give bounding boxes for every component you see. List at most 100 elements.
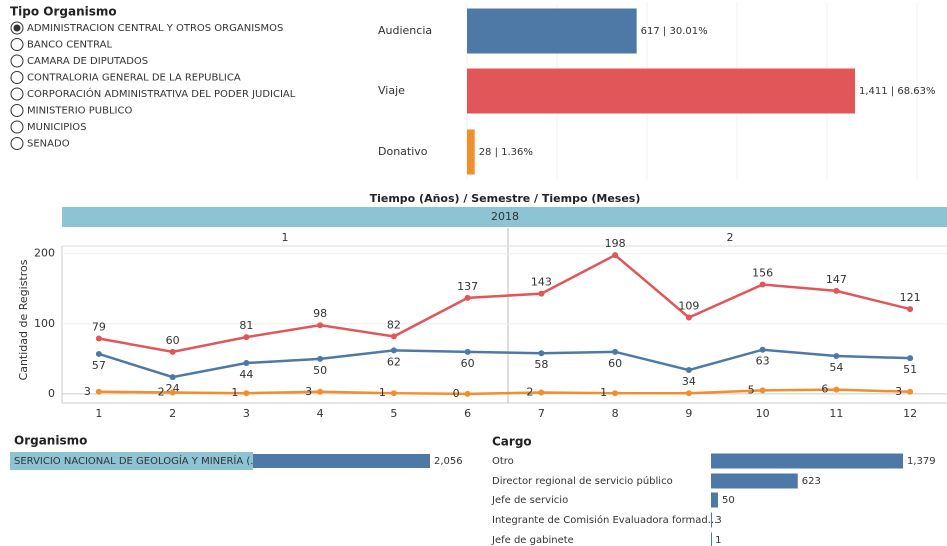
data-label: 3 xyxy=(305,385,312,398)
point xyxy=(95,335,102,342)
point xyxy=(464,294,471,301)
radio[interactable] xyxy=(10,120,24,134)
point xyxy=(95,350,102,357)
radio-label[interactable]: CORPORACIÓN ADMINISTRATIVA DEL PODER JUD… xyxy=(27,87,296,100)
x-tick-label: 12 xyxy=(903,407,917,420)
data-label: 0 xyxy=(453,387,460,400)
radio-label[interactable]: CONTRALORIA GENERAL DE LA REPUBLICA xyxy=(27,73,241,84)
data-label: 109 xyxy=(678,299,699,312)
radio[interactable] xyxy=(10,104,24,117)
category-label: Donativo xyxy=(378,145,428,158)
bar xyxy=(467,129,475,175)
x-tick-label: 5 xyxy=(390,407,397,420)
point xyxy=(243,360,250,367)
x-tick-label: 3 xyxy=(243,407,250,420)
point xyxy=(759,346,766,353)
radio-dot xyxy=(13,24,21,32)
x-tick-label: 10 xyxy=(756,407,770,420)
line-title: Tiempo (Años) / Semestre / Tiempo (Meses… xyxy=(370,192,641,205)
radio-label[interactable]: BANCO CENTRAL xyxy=(27,40,112,51)
radio-label[interactable]: MUNICIPIOS xyxy=(27,122,87,133)
radio[interactable] xyxy=(10,38,24,51)
point xyxy=(243,334,250,341)
category-label: Jefe de gabinete xyxy=(491,535,574,546)
data-label: 198 xyxy=(605,237,626,250)
x-tick-label: 9 xyxy=(685,407,692,420)
data-label: 137 xyxy=(457,280,478,293)
data-label: 50 xyxy=(313,364,327,377)
selected-row xyxy=(10,452,253,470)
point xyxy=(538,350,545,357)
point xyxy=(169,374,176,381)
data-label: 3 xyxy=(84,385,91,398)
point xyxy=(169,348,176,355)
x-tick-label: 4 xyxy=(317,407,324,420)
data-label: 2 xyxy=(158,385,165,398)
point xyxy=(317,322,324,329)
x-tick-label: 8 xyxy=(612,407,619,420)
chart-title: Cargo xyxy=(492,435,532,449)
point xyxy=(169,389,176,396)
data-label: 156 xyxy=(752,267,773,280)
y-tick-label: 0 xyxy=(48,387,55,400)
point xyxy=(243,390,250,397)
data-label: 51 xyxy=(903,363,917,376)
radio-label[interactable]: CAMARA DE DIPUTADOS xyxy=(27,56,148,67)
y-tick-label: 200 xyxy=(34,247,55,260)
data-label: 44 xyxy=(239,368,253,381)
bar xyxy=(467,68,855,114)
data-label: 121 xyxy=(900,291,921,304)
point xyxy=(612,390,619,397)
chart-title: Organismo xyxy=(14,434,87,448)
value-label: 3 xyxy=(715,515,721,526)
radio-label[interactable]: ADMINISTRACION CENTRAL Y OTROS ORGANISMO… xyxy=(27,23,283,34)
radio[interactable] xyxy=(10,54,24,68)
category-label: SERVICIO NACIONAL DE GEOLOGÍA Y MINERÍA … xyxy=(14,454,260,467)
bar xyxy=(711,512,712,528)
radio[interactable] xyxy=(10,87,24,101)
point xyxy=(759,387,766,394)
point xyxy=(685,314,692,321)
value-label: 28 | 1.36% xyxy=(479,147,533,158)
data-label: 81 xyxy=(239,319,253,332)
radio[interactable] xyxy=(10,137,24,150)
x-tick-label: 2 xyxy=(169,407,176,420)
data-label: 79 xyxy=(92,321,106,334)
radio-label[interactable]: SENADO xyxy=(27,139,70,150)
data-label: 54 xyxy=(829,361,843,374)
semester-label: 2 xyxy=(727,231,734,244)
filter-title: Tipo Organismo xyxy=(10,5,117,19)
point xyxy=(390,347,397,354)
bar xyxy=(711,473,798,489)
y-tick-label: 100 xyxy=(34,317,55,330)
value-label: 2,056 xyxy=(434,456,463,467)
value-label: 623 xyxy=(802,476,821,487)
data-label: 60 xyxy=(166,334,180,347)
value-label: 1,411 | 68.63% xyxy=(859,86,935,97)
semester-label: 1 xyxy=(282,231,289,244)
point xyxy=(685,390,692,397)
bar xyxy=(711,453,903,469)
data-label: 1 xyxy=(600,386,607,399)
data-label: 6 xyxy=(821,383,828,396)
point xyxy=(464,348,471,355)
data-label: 147 xyxy=(826,273,847,286)
point xyxy=(95,388,102,395)
radio[interactable] xyxy=(10,71,24,84)
category-label: Jefe de servicio xyxy=(491,495,568,506)
data-label: 60 xyxy=(608,357,622,370)
point xyxy=(538,389,545,396)
data-label: 1 xyxy=(379,386,386,399)
bar xyxy=(711,492,718,508)
value-label: 617 | 30.01% xyxy=(641,26,708,37)
point xyxy=(317,388,324,395)
data-label: 5 xyxy=(748,383,755,396)
x-tick-label: 1 xyxy=(95,407,102,420)
x-tick-label: 7 xyxy=(538,407,545,420)
data-label: 60 xyxy=(461,357,475,370)
data-label: 143 xyxy=(531,276,552,289)
year-label: 2018 xyxy=(491,210,519,223)
radio-label[interactable]: MINISTERIO PUBLICO xyxy=(27,106,132,117)
bar xyxy=(711,532,712,546)
